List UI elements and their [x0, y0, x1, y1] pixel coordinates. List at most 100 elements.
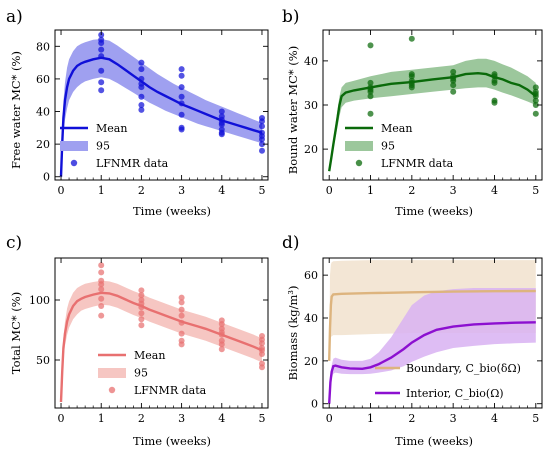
x-tick-label-b: 1 [367, 184, 374, 197]
y-tick-label-d: 20 [304, 355, 318, 368]
data-point-a [259, 123, 265, 130]
data-point-b [408, 35, 415, 42]
data-point-c [98, 262, 105, 269]
x-tick-label-d: 3 [450, 412, 457, 425]
x-tick-label-b: 3 [450, 184, 457, 197]
y-tick-label-d: 40 [304, 312, 318, 325]
panel-d: 0 1 2 3 4 5 0 20 40 60 Boundary, C_bio(δΩ) Interio… [282, 233, 543, 448]
data-point-c [218, 321, 225, 327]
panel-label-b: b) [282, 7, 300, 27]
x-tick-label-d: 5 [532, 412, 539, 425]
data-point-c [178, 294, 185, 301]
mean-line-b [328, 71, 537, 172]
data-point-b [408, 73, 415, 80]
data-point-c [178, 330, 185, 337]
y-axis-label-b: Bound water MC* (%) [286, 46, 300, 174]
data-point-c [178, 306, 185, 313]
x-tick-label-a: 5 [258, 184, 265, 197]
x-tick-label-d: 0 [326, 412, 333, 425]
legend-swatch-data-a [70, 159, 78, 167]
data-point-c [178, 312, 185, 319]
series-line-d-1 [328, 289, 536, 361]
data-point-b [491, 99, 498, 106]
legend-swatch-data-b [355, 159, 363, 167]
y-tick-label-b: 40 [304, 55, 318, 68]
confidence-band-d-2 [329, 288, 536, 404]
series-line-d-2 [328, 321, 536, 404]
y-tick-label-c: 50 [36, 354, 50, 367]
x-tick-label-a: 0 [58, 184, 65, 197]
x-tick-label-c: 5 [258, 412, 265, 425]
legend-label-d-2: Interior, C_bio(Ω) [406, 387, 504, 400]
data-point-b [367, 110, 374, 117]
data-point-c [138, 287, 145, 294]
data-point-a [138, 66, 145, 73]
plot-frame-a [54, 29, 269, 181]
data-point-a [178, 84, 185, 91]
data-point-b [367, 93, 374, 100]
legend-label-d-1: Boundary, C_bio(δΩ) [406, 362, 521, 375]
x-tick-label-b: 0 [326, 184, 333, 197]
data-point-b [450, 88, 457, 95]
y-tick-label-a: 0 [43, 171, 50, 184]
data-point-c [178, 299, 185, 306]
x-tick-label-a: 4 [218, 184, 225, 197]
data-point-a [98, 87, 105, 94]
x-tick-label-b: 4 [491, 184, 498, 197]
data-point-c [98, 281, 105, 288]
data-point-a [259, 118, 265, 125]
data-point-b [532, 102, 539, 108]
legend-label-c-2: 95 [134, 367, 148, 380]
data-point-a [218, 131, 225, 138]
x-axis-label-d: Time (weeks) [395, 434, 473, 448]
x-axis-label-a: Time (weeks) [133, 204, 211, 218]
data-point-b [450, 68, 457, 75]
legend-swatch-band-c [98, 368, 126, 378]
data-point-a [178, 126, 185, 133]
y-tick-label-a: 40 [36, 106, 50, 119]
y-axis-label-a: Free water MC* (%) [9, 51, 23, 169]
y-tick-label-d: 0 [311, 398, 318, 411]
x-tick-label-a: 3 [178, 184, 185, 197]
x-tick-label-c: 1 [98, 412, 105, 425]
legend-label-a-1: Mean [96, 122, 127, 135]
data-point-b [532, 84, 539, 91]
data-point-c [138, 316, 145, 323]
panel-label-c: c) [6, 233, 22, 253]
data-point-b [367, 79, 374, 86]
data-point-a [138, 84, 145, 91]
x-tick-label-d: 4 [491, 412, 498, 425]
data-point-c [138, 310, 145, 317]
plot-frame-c [54, 257, 269, 409]
mean-line-a [59, 56, 263, 177]
panel-c: 0 1 2 3 4 5 50 100 Mean 95 LFNMR data c) Time (we… [6, 233, 269, 448]
data-point-a [259, 141, 265, 148]
panel-a: 0 1 2 3 4 5 0 20 40 60 80 Mean 95 LFNMR data a) Time… [6, 7, 269, 218]
y-tick-label-d: 60 [304, 269, 318, 282]
y-tick-label-a: 20 [36, 138, 50, 151]
data-point-a [98, 46, 105, 53]
y-tick-label-a: 60 [36, 73, 50, 86]
x-tick-label-b: 2 [408, 184, 415, 197]
x-tick-label-d: 2 [408, 412, 415, 425]
x-tick-label-c: 4 [218, 412, 225, 425]
data-point-a [98, 79, 105, 86]
legend-label-c-3: LFNMR data [134, 384, 207, 397]
data-point-a [138, 93, 145, 100]
data-point-a [98, 40, 105, 46]
data-point-b [367, 42, 374, 49]
data-point-b [532, 97, 539, 104]
panel-b: 0 1 2 3 4 5 20 30 40 Mean 95 LFNMR data b) Time (w… [282, 7, 543, 218]
data-point-a [138, 106, 145, 113]
y-tick-label-b: 20 [304, 143, 318, 156]
legend-swatch-data-c [108, 386, 116, 394]
panel-label-a: a) [6, 7, 23, 27]
data-point-c [218, 346, 225, 353]
y-tick-label-a: 80 [36, 40, 50, 53]
confidence-band-a [61, 39, 262, 177]
x-tick-label-d: 1 [367, 412, 374, 425]
x-tick-label-a: 1 [98, 184, 105, 197]
data-point-c [259, 340, 265, 347]
data-point-a [218, 108, 225, 115]
